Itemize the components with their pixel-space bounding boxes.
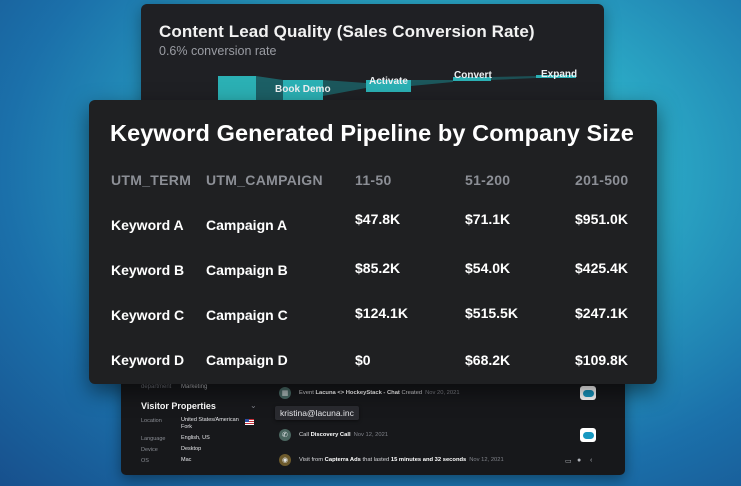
prop-key-location: Location [141, 418, 162, 424]
stage-label-convert: Convert [454, 70, 492, 81]
event-middle: that lasted [360, 457, 391, 463]
funnel-bar-2 [283, 80, 323, 100]
column-header-utm-campaign: UTM_CAMPAIGN [206, 172, 323, 188]
event-item-call[interactable]: Call Discovery Call Nov 12, 2021 [299, 432, 388, 438]
event-prefix: Call [299, 432, 311, 438]
email-tooltip: kristina@lacuna.inc [275, 406, 359, 420]
event-suffix: Created [399, 390, 423, 396]
pipeline-table-card: Keyword Generated Pipeline by Company Si… [89, 100, 657, 384]
prop-value-language: English, US [181, 435, 210, 441]
table-cell-campaign: Campaign C [206, 307, 288, 323]
prop-key-os: OS [141, 458, 149, 464]
table-cell-value: $54.0K [465, 260, 511, 276]
table-cell-value: $85.2K [355, 260, 401, 276]
event-item-chat[interactable]: Event Lacuna <> HockeyStack - Chat Creat… [299, 390, 460, 396]
table-cell-value: $124.1K [355, 305, 408, 321]
funnel-card: Content Lead Quality (Sales Conversion R… [141, 4, 604, 116]
funnel-flow-3 [411, 80, 453, 86]
prop-key-device: Device [141, 447, 158, 453]
apple-icon: ● [577, 457, 582, 464]
funnel-bar-3 [366, 80, 411, 92]
funnel-card-subtitle: 0.6% conversion rate [159, 44, 277, 58]
event-date: Nov 12, 2021 [469, 457, 504, 463]
event-prefix: Visit from [299, 457, 325, 463]
table-cell-value: $425.4K [575, 260, 628, 276]
funnel-chart [218, 75, 576, 101]
stage-label-activate: Activate [369, 76, 408, 87]
table-cell-term: Keyword C [111, 307, 185, 323]
table-cell-value: $515.5K [465, 305, 518, 321]
department-label: department [141, 384, 172, 390]
funnel-bar-4 [453, 77, 491, 81]
activity-card: department Marketing Visitor Properties … [121, 370, 625, 475]
event-item-visit[interactable]: Visit from Capterra Ads that lasted 15 m… [299, 457, 504, 463]
column-header-201-500: 201-500 [575, 172, 629, 188]
funnel-flow-2 [323, 80, 366, 96]
event-prefix: Event [299, 390, 316, 396]
event-date: Nov 20, 2021 [425, 390, 460, 396]
table-cell-value: $71.1K [465, 211, 511, 227]
table-cell-term: Keyword A [111, 217, 184, 233]
chevron-left-icon[interactable]: ‹ [590, 457, 593, 464]
table-cell-campaign: Campaign D [206, 352, 288, 368]
prop-value-device: Desktop [181, 446, 202, 452]
funnel-bar-5 [536, 75, 576, 78]
column-header-utm-term: UTM_TERM [111, 172, 192, 188]
us-flag-icon [245, 419, 254, 425]
table-cell-campaign: Campaign A [206, 217, 288, 233]
event-date: Nov 12, 2021 [353, 432, 389, 438]
prop-key-language: Language [141, 436, 166, 442]
table-cell-value: $0 [355, 352, 371, 368]
table-cell-value: $951.0K [575, 211, 628, 227]
table-cell-value: $247.1K [575, 305, 628, 321]
table-cell-term: Keyword B [111, 262, 185, 278]
salesforce-icon[interactable] [580, 386, 596, 400]
funnel-bar-1 [218, 76, 256, 101]
funnel-flow-4 [491, 76, 536, 80]
column-header-11-50: 11-50 [355, 172, 392, 188]
funnel-card-title: Content Lead Quality (Sales Conversion R… [159, 22, 535, 41]
table-cell-value: $68.2K [465, 352, 511, 368]
prop-value-os: Mac [181, 457, 192, 463]
department-value: Marketing [181, 384, 208, 390]
event-name: Lacuna <> HockeyStack - Chat [315, 390, 400, 396]
event-duration: 15 minutes and 32 seconds [390, 457, 467, 463]
phone-icon: ✆ [279, 429, 291, 441]
calendar-icon: ▦ [279, 387, 291, 399]
desktop-icon: ▭ [565, 458, 572, 465]
prop-value-location: United States/American Fork [181, 417, 239, 430]
salesforce-icon[interactable] [580, 428, 596, 442]
event-source: Capterra Ads [324, 457, 361, 463]
stage-label-expand: Expand [541, 69, 578, 80]
stage-label-book-demo: Book Demo [275, 84, 331, 95]
event-name: Discovery Call [310, 432, 351, 438]
table-cell-value: $109.8K [575, 352, 628, 368]
globe-icon: ◉ [279, 454, 291, 466]
table-cell-value: $47.8K [355, 211, 401, 227]
table-cell-campaign: Campaign B [206, 262, 288, 278]
funnel-flow-1 [256, 76, 283, 101]
column-header-51-200: 51-200 [465, 172, 511, 188]
visitor-properties-title[interactable]: Visitor Properties [141, 401, 216, 411]
chevron-down-icon[interactable]: ⌄ [250, 401, 257, 410]
pipeline-table-title: Keyword Generated Pipeline by Company Si… [110, 120, 634, 146]
table-cell-term: Keyword D [111, 352, 185, 368]
